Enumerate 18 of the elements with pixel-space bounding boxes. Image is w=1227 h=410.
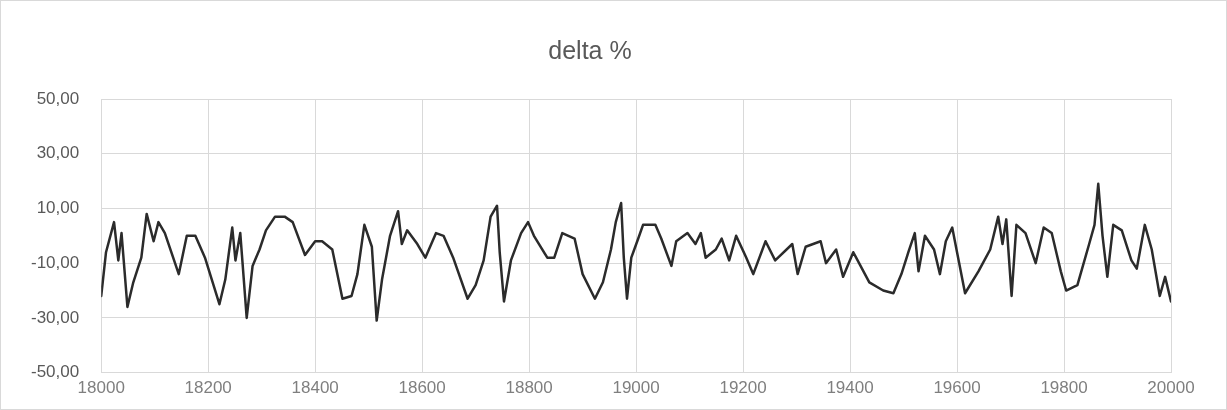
- x-tick-label: 18400: [291, 378, 339, 398]
- y-tick-label: 10,00: [36, 198, 80, 218]
- x-tick-label: 18200: [184, 378, 232, 398]
- x-tick-label: 19600: [933, 378, 981, 398]
- x-tick-label: 19000: [612, 378, 660, 398]
- y-tick-label: -30,00: [31, 307, 80, 327]
- chart-title: delta %: [548, 35, 632, 64]
- y-tick-label: -50,00: [31, 362, 80, 382]
- y-tick-label: 30,00: [36, 143, 80, 163]
- x-tick-label: 18000: [77, 378, 125, 398]
- x-tick-label: 20000: [1147, 378, 1195, 398]
- x-tick-label: 18600: [398, 378, 446, 398]
- y-tick-label: -10,00: [31, 252, 80, 272]
- x-tick-label: 19400: [826, 378, 874, 398]
- x-tick-label: 19200: [719, 378, 767, 398]
- x-tick-label: 19800: [1040, 378, 1088, 398]
- y-tick-label: 50,00: [36, 88, 80, 108]
- x-tick-label: 18800: [505, 378, 553, 398]
